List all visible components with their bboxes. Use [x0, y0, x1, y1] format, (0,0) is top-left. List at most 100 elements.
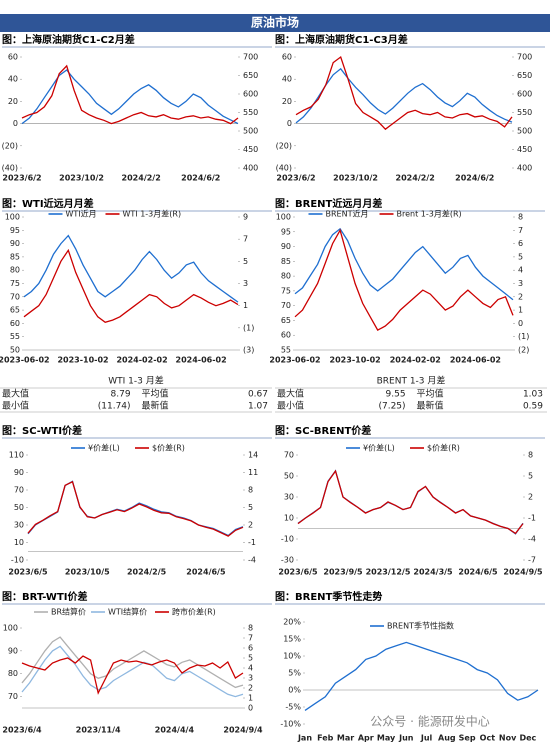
y-tick-label: 80 [10, 266, 20, 275]
y-tick-label: 60 [8, 53, 18, 62]
table-cell: 平均值 [141, 388, 168, 400]
y2-tick-label: 400 [243, 164, 258, 173]
y-tick-label: 30 [284, 493, 294, 502]
y2-tick-label: 1 [518, 306, 523, 315]
x-tick-label: 2023/12/5 [366, 568, 411, 577]
y2-tick-label: 500 [517, 127, 532, 136]
series-line [23, 248, 239, 324]
table-cell: 0.67 [248, 390, 268, 400]
panel-title: 图：上海原油期货C1-C2月差 [2, 33, 135, 46]
x-tick-label: 2024/2/2 [396, 174, 435, 183]
y2-tick-label: 8 [248, 624, 253, 633]
x-tick-label: 2024/4/4 [155, 726, 195, 735]
table-title: WTI 1-3 月差 [108, 375, 163, 387]
y-tick-label: 0 [287, 119, 292, 128]
y2-tick-label: 650 [517, 71, 532, 80]
y2-tick-label: 8 [528, 451, 533, 460]
legend-label: ¥价差(L) [363, 443, 395, 453]
y-tick-label: 55 [10, 332, 20, 341]
x-tick-label: May [377, 734, 396, 743]
x-tick-label: 2023/11/4 [76, 726, 121, 735]
y2-tick-label: 7 [518, 226, 523, 235]
x-tick-label: 2024/6/5 [186, 568, 226, 577]
x-tick-label: 2024/6/2 [455, 174, 494, 183]
y2-tick-label: 650 [243, 71, 258, 80]
legend-label: BR结算价 [51, 607, 86, 617]
x-tick-label: 2023/6/5 [278, 568, 318, 577]
x-tick-label: 2024/9/5 [503, 568, 543, 577]
y2-tick-label: -4 [248, 556, 256, 565]
legend-label: BRENT近月 [326, 209, 369, 219]
y2-tick-label: 4 [248, 664, 253, 673]
x-tick-label: 2023/9/5 [323, 568, 363, 577]
y-tick-label: 0% [288, 686, 301, 695]
legend-label: $价差(R) [152, 443, 185, 453]
x-tick-label: Oct [480, 734, 496, 743]
panel-title: 图：SC-BRENT价差 [275, 424, 371, 437]
x-tick-label: 2024/6/2 [181, 174, 220, 183]
y2-tick-label: 1 [248, 694, 253, 703]
y-tick-label: 60 [282, 53, 292, 62]
y-tick-label: 75 [281, 286, 291, 295]
y2-tick-label: 1 [243, 301, 248, 310]
y2-tick-label: 6 [248, 644, 253, 653]
panel-title: 图：BRENT季节性走势 [275, 590, 382, 603]
x-tick-label: 2023/10/5 [65, 568, 110, 577]
legend-label: WTI 1-3月差(R) [123, 209, 182, 219]
x-tick-label: 2023/6/2 [2, 174, 41, 183]
y-tick-label: 70 [10, 292, 20, 301]
x-tick-label: 2023-10-02 [57, 356, 108, 365]
y-tick-label: 0 [13, 119, 18, 128]
y-tick-label: 65 [10, 306, 20, 315]
series-line [297, 469, 524, 535]
table-cell: 最新值 [141, 400, 168, 412]
y2-tick-label: -7 [528, 556, 536, 565]
x-tick-label: 2023-06-02 [0, 356, 50, 365]
header-bar [0, 14, 550, 32]
table-cell: 最小值 [2, 400, 29, 412]
y2-tick-label: 5 [243, 257, 248, 266]
y-tick-label: 90 [281, 242, 291, 251]
x-tick-label: 2023-06-02 [269, 356, 320, 365]
legend-label: $价差(R) [427, 443, 460, 453]
y2-tick-label: 400 [517, 164, 532, 173]
series-line [27, 480, 244, 537]
y2-tick-label: 500 [243, 127, 258, 136]
header-title: 原油市场 [251, 15, 299, 30]
x-tick-label: 2023/6/2 [276, 174, 315, 183]
x-tick-label: Aug [438, 734, 456, 743]
panel-title: 图：SC-WTI价差 [2, 424, 82, 437]
y2-tick-label: 5 [248, 654, 253, 663]
y-tick-label: 20 [282, 97, 292, 106]
y-tick-label: 100 [5, 213, 20, 222]
x-tick-label: Nov [499, 734, 517, 743]
x-tick-label: 2023/10/2 [59, 174, 104, 183]
y-tick-label: 40 [282, 75, 292, 84]
y-tick-label: 85 [10, 252, 20, 261]
x-tick-label: 2024-02-02 [390, 356, 441, 365]
y-tick-label: (20) [2, 141, 18, 150]
y-tick-label: 70 [14, 486, 24, 495]
y-tick-label: 30 [14, 521, 24, 530]
y2-tick-label: (3) [243, 346, 254, 355]
x-tick-label: Sep [459, 734, 476, 743]
table-cell: 最大值 [277, 388, 304, 400]
y2-tick-label: 5 [248, 503, 253, 512]
series-line [21, 645, 244, 698]
x-tick-label: Apr [358, 734, 374, 743]
table-cell: 最新值 [416, 400, 443, 412]
series-line [294, 228, 514, 331]
y-tick-label: 75 [10, 279, 20, 288]
y-tick-label: 20% [283, 618, 301, 627]
y-tick-label: (40) [2, 164, 18, 173]
legend-label: BRENT季节性指数 [387, 621, 454, 631]
x-tick-label: Jul [420, 734, 433, 743]
panel-title: 图：BRT-WTI价差 [2, 590, 88, 603]
y-tick-label: -30 [281, 556, 294, 565]
y-tick-label: 50 [14, 503, 24, 512]
y2-tick-label: 2 [518, 292, 523, 301]
y2-tick-label: 700 [243, 53, 258, 62]
panel-title: 图：BRENT近远月月差 [275, 197, 382, 210]
x-tick-label: Mar [337, 734, 354, 743]
y2-tick-label: 0 [248, 704, 253, 713]
